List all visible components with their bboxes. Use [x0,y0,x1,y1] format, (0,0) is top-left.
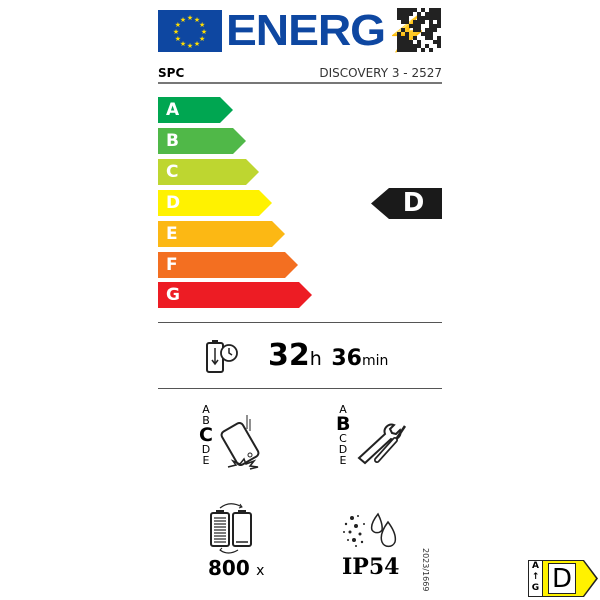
qr-code [397,8,441,52]
minutes-unit: min [361,353,389,369]
badge-rating: D [548,563,576,594]
svg-text:★: ★ [194,16,200,24]
battery-cycles-icon [210,503,252,554]
eu-flag: ★ ★ ★ ★ ★ ★ ★ ★ ★ ★ ★ ★ [158,10,222,52]
cycles-value: 800 [208,556,250,580]
logo-text: ENERG [226,6,386,55]
hours-unit: h [309,348,322,370]
energy-class-bar-g: G [158,282,312,308]
badge-bottom: G [531,583,540,593]
energy-badge: A ↑ G D [528,560,598,597]
regulation-number: 2023/1669 [421,548,430,592]
scale-class-a: A [339,403,347,416]
scale-class-b: B [202,414,210,427]
scale-class-d: D [201,443,211,456]
repair-tools-icon [357,423,407,465]
svg-text:★: ★ [194,40,200,48]
svg-text:★: ★ [201,28,207,36]
scale-class-e: E [339,454,347,467]
brand: SPC [158,66,185,80]
energy-class-indicator: D [371,188,442,219]
divider [158,82,442,84]
scale-class-e: E [202,454,210,467]
energy-class-bar-a: A [158,97,233,123]
scale-class-b: B [336,413,351,435]
arrow-up-icon: ↑ [531,572,540,582]
svg-text:★: ★ [187,42,193,50]
scale-class-a: A [202,403,210,416]
cycles-unit: x [256,563,265,579]
svg-text:★: ★ [175,21,181,29]
energy-class-bar-c: C [158,159,259,185]
dust-water-icon [343,512,397,548]
energy-class-bar-d: D [158,190,272,216]
energy-logo: ENERG⚡ [226,6,430,55]
phone-drop-icon [220,415,260,470]
divider [158,388,442,389]
badge-scale: A ↑ G [528,560,543,597]
svg-text:★: ★ [180,40,186,48]
battery-cycles: 800 x [208,556,264,580]
hours-value: 32 [268,338,310,373]
battery-endurance: 32h 36min [268,336,388,381]
scale-class-d: D [338,443,348,456]
divider [158,322,442,323]
ip-rating: IP54 [342,554,400,580]
svg-text:★: ★ [175,35,181,43]
svg-text:★: ★ [173,28,179,36]
energy-class-bar-b: B [158,128,246,154]
scale-class-c: C [199,424,213,446]
minutes-value: 36 [331,346,362,371]
energy-class-bar-e: E [158,221,285,247]
energy-class-bar-f: F [158,252,298,278]
scale-class-c: C [339,432,347,445]
svg-text:★: ★ [187,14,193,22]
svg-text:★: ★ [180,16,186,24]
svg-text:★: ★ [199,21,205,29]
battery-clock-icon [206,340,238,373]
badge-top: A [532,561,539,571]
svg-text:★: ★ [199,35,205,43]
model: DISCOVERY 3 - 2527 [319,66,442,80]
